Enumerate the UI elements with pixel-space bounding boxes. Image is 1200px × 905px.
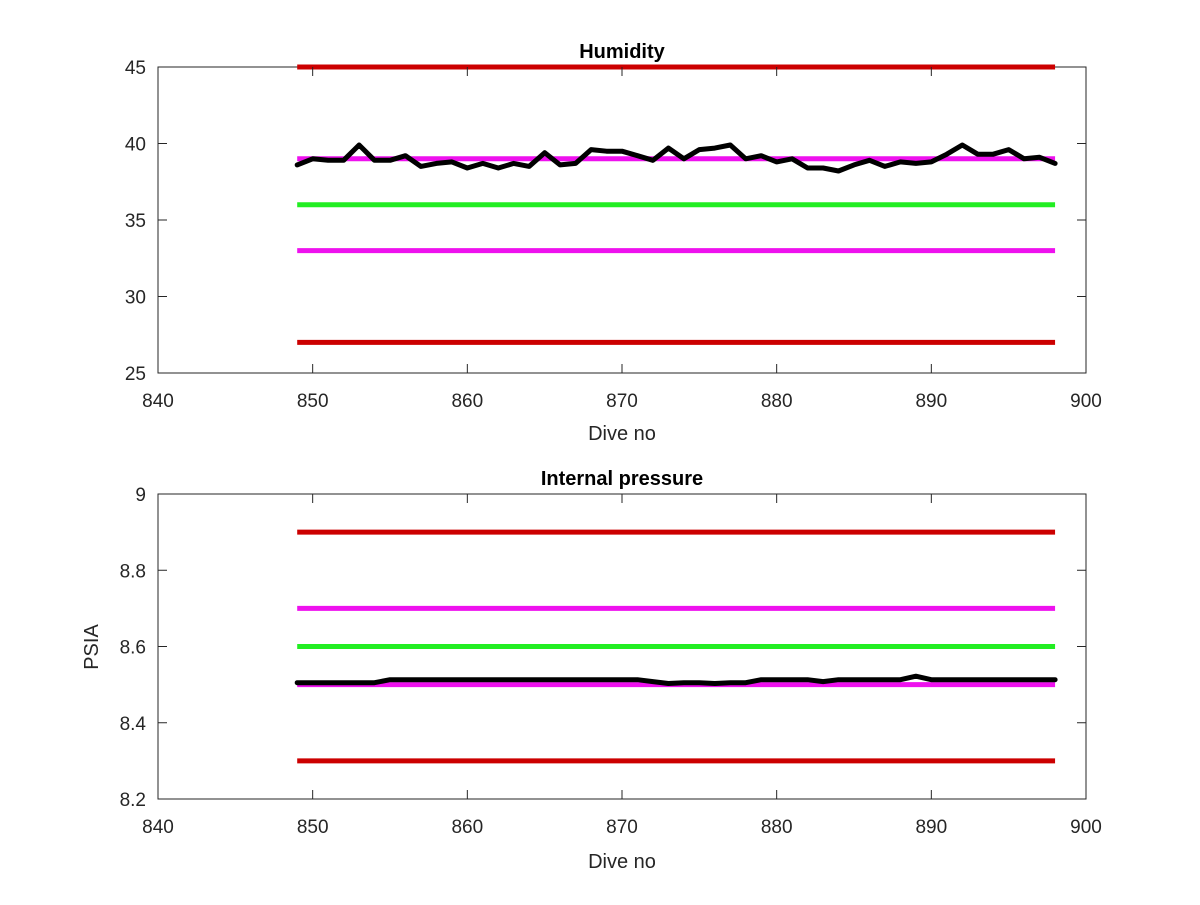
- humidity-title: Humidity: [579, 41, 665, 63]
- internal-pressure-plot-marks: [294, 529, 1058, 764]
- internal-pressure-x-tick-label: 900: [1070, 817, 1102, 838]
- internal-pressure-y-tick-label: 9: [135, 485, 146, 506]
- humidity-y-tick-label: 40: [125, 135, 146, 156]
- humidity-x-tick-label: 850: [297, 391, 329, 412]
- humidity-y-tick-label: 25: [125, 364, 146, 385]
- internal-pressure-x-tick-label: 860: [451, 817, 483, 838]
- humidity-ticks: 840 850 860 870 880 890 900 25 30 35 40 45: [125, 58, 1102, 412]
- humidity-x-tick-label: 900: [1070, 391, 1102, 412]
- humidity-axes-frame: [157, 66, 1087, 374]
- internal-pressure-y-tick-label: 8.2: [120, 790, 146, 811]
- internal-pressure-y-tick-label: 8.6: [120, 638, 146, 659]
- humidity-x-tick-label: 840: [142, 391, 174, 412]
- internal-pressure-x-tick-label: 890: [915, 817, 947, 838]
- humidity-x-tick-label: 860: [451, 391, 483, 412]
- internal-pressure-y-axis-label: PSIA: [81, 624, 103, 670]
- humidity-y-tick-label: 45: [125, 58, 146, 79]
- internal-pressure-x-tick-label: 840: [142, 817, 174, 838]
- internal-pressure-y-tick-label: 8.8: [120, 561, 146, 582]
- humidity-series-line-0: [294, 142, 1058, 174]
- humidity-subplot: 840 850 860 870 880 890 900 25 30 35 40 45 Humidity…: [125, 41, 1102, 445]
- internal-pressure-title: Internal pressure: [541, 468, 703, 490]
- internal-pressure-ticks: 840 850 860 870 880 890 900 8.2 8.4 8.6 8.8 9: [120, 485, 1102, 838]
- humidity-y-tick-label: 30: [125, 288, 146, 309]
- humidity-y-tick-label: 35: [125, 211, 146, 232]
- internal-pressure-x-tick-label: 850: [297, 817, 329, 838]
- internal-pressure-y-tick-label: 8.4: [120, 714, 147, 735]
- humidity-x-tick-label: 870: [606, 391, 638, 412]
- internal-pressure-x-tick-label: 870: [606, 817, 638, 838]
- internal-pressure-subplot: 840 850 860 870 880 890 900 8.2 8.4 8.6 8.8 9 Inter…: [81, 468, 1102, 873]
- internal-pressure-x-tick-label: 880: [761, 817, 793, 838]
- internal-pressure-series-line-0: [294, 673, 1058, 686]
- humidity-x-axis-label: Dive no: [588, 423, 656, 445]
- humidity-x-tick-label: 880: [761, 391, 793, 412]
- humidity-plot-marks: [294, 64, 1058, 345]
- humidity-x-tick-label: 890: [915, 391, 947, 412]
- internal-pressure-x-axis-label: Dive no: [588, 851, 656, 873]
